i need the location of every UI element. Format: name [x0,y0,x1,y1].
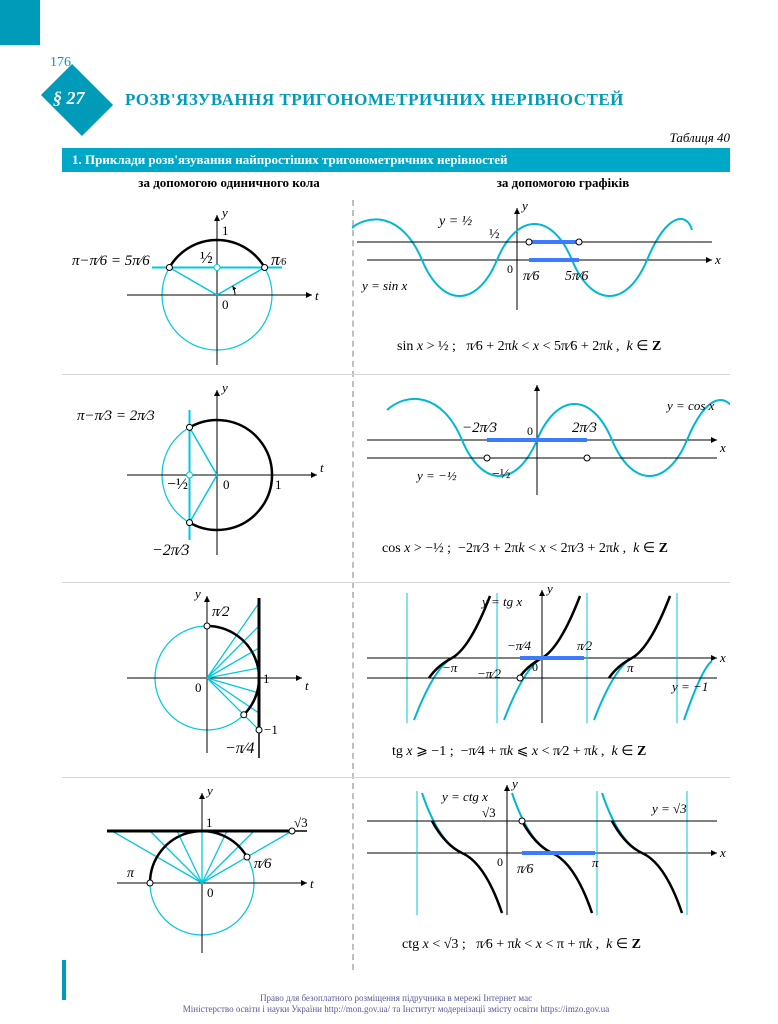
table-label: Таблиця 40 [670,130,730,146]
lbl-n2pi3: −2π⁄3 [462,420,497,436]
lbl-ysin: y = sin x [360,278,407,293]
lbl-0f: 0 [527,424,533,438]
lbl-negpi4b: −π⁄4 [507,638,531,653]
lbl-negpi2: −π⁄2 [477,666,501,681]
graph-tan: −π −π⁄2 −π⁄4 π⁄2 π y = tg x y = −1 0 x y… [352,583,730,778]
lbl-0d: 0 [207,885,214,900]
lbl-0c: 0 [195,680,202,695]
subhead-row: за допомогою одиничного кола за допомого… [62,172,730,194]
subhead-right: за допомогою графіків [396,172,730,194]
lbl-sqrt3b: √3 [482,805,496,820]
lbl-yd: y [205,783,213,798]
lbl-neghalfb: −½ [492,467,510,482]
lbl-tc: t [305,678,309,693]
footer: Право для безоплатного розміщення підруч… [62,993,730,1016]
graph-tan-svg: −π −π⁄2 −π⁄4 π⁄2 π y = tg x y = −1 0 x y [352,583,730,738]
lbl-0: 0 [222,297,229,312]
lbl-pi6: π⁄6 [271,250,286,269]
lbl-tb: t [320,460,324,475]
lbl-halfb: ½ [489,227,500,242]
lbl-2pi3b: −2π⁄3 [152,542,189,559]
graph-sin: ½ π⁄6 5π⁄6 0 x y y = ½ y = sin x sin x >… [352,200,730,375]
footer-line2: Міністерство освіти і науки України http… [183,1004,609,1014]
lbl-xg: x [719,650,726,665]
lbl-pi6d: π⁄6 [254,856,272,872]
lbl-yctg: y = ctg x [440,789,488,804]
lbl-sqrt3: √3 [294,815,308,830]
section-band: 1. Приклади розв'язування найпростіших т… [62,148,730,172]
lbl-yg: y [545,583,553,596]
lbl-yhalf: y = ½ [437,214,473,229]
lbl-5pi6b: 5π⁄6 [565,269,588,284]
subhead-left: за допомогою одиничного кола [62,172,396,194]
unitcircle-ctg: 1 √3 π π⁄6 0 t y [62,778,352,970]
lbl-y: y [220,205,228,220]
lbl-xh: x [719,845,726,860]
lbl-1ctg: 1 [206,815,213,830]
footer-line1: Право для безоплатного розміщення підруч… [260,993,532,1003]
lbl-t: t [315,288,319,303]
lbl-0h: 0 [497,855,503,869]
unitcircle-sin: 1 ½ π⁄6 π−π⁄6 = 5π⁄6 0 t y [62,200,352,375]
lbl-pie: π [592,855,599,870]
lbl-yb: y [220,380,228,395]
lbl-pi6b: π⁄6 [523,269,539,284]
col-graphs: ½ π⁄6 5π⁄6 0 x y y = ½ y = sin x sin x >… [352,200,730,970]
lbl-ysqrt3: y = √3 [650,801,687,816]
lbl-negpi4: −π⁄4 [225,740,254,757]
side-tab [0,0,40,45]
graph-sin-svg: ½ π⁄6 5π⁄6 0 x y y = ½ y = sin x [352,200,730,330]
content-grid: 1 ½ π⁄6 π−π⁄6 = 5π⁄6 0 t y [62,200,730,970]
lbl-yc: y [193,586,201,601]
lbl-td: t [310,876,314,891]
lbl-1: 1 [222,223,229,238]
lbl-pi: π [127,866,135,881]
lbl-1x: 1 [275,477,282,492]
formula-sin: sin x > ½ ; π⁄6 + 2πk < x < 5π⁄6 + 2πk ,… [397,338,661,355]
formula-cos: cos x > −½ ; −2π⁄3 + 2πk < x < 2π⁄3 + 2π… [382,540,668,557]
lbl-yh: y [510,778,518,791]
unitcircle-tan: π⁄2 1 −1 −π⁄4 0 t y [62,583,352,778]
lbl-yneghalf: y = −½ [415,468,457,483]
lbl-1t: 1 [263,671,270,686]
lbl-pi6e: π⁄6 [517,862,533,877]
formula-ctg: ctg x < √3 ; π⁄6 + πk < x < π + πk , k ∈… [402,936,641,953]
lbl-2pi3a: π−π⁄3 = 2π⁄3 [77,408,155,424]
lbl-neghalf: −½ [167,476,188,493]
formula-tan: tg x ⩾ −1 ; −π⁄4 + πk ⩽ x < π⁄2 + πk , k… [392,743,646,760]
lbl-pi2: π⁄2 [212,604,230,620]
lbl-ye: y [520,200,528,213]
lbl-yneg1: y = −1 [670,679,708,694]
lbl-0e: 0 [507,262,513,276]
graph-ctg: √3 π⁄6 π y = ctg x y = √3 0 x y ctg x < … [352,778,730,970]
lbl-ycos: y = cos x [665,398,715,413]
lbl-pib: π [627,660,634,675]
lbl-0g: 0 [532,660,538,674]
graph-cos-svg: −2π⁄3 2π⁄3 −½ y = −½ y = cos x 0 x [352,375,730,530]
lbl-xe: x [714,252,721,267]
page-title: РОЗВ'ЯЗУВАННЯ ТРИГОНОМЕТРИЧНИХ НЕРІВНОСТ… [125,90,624,110]
lbl-xf: x [719,440,726,455]
lbl-p2pi3: 2π⁄3 [572,420,597,436]
lbl-negpi: −π [442,660,458,675]
unitcircle-cos: −½ 1 π−π⁄3 = 2π⁄3 −2π⁄3 0 t y [62,375,352,583]
graph-ctg-svg: √3 π⁄6 π y = ctg x y = √3 0 x y [352,778,730,928]
section-badge-text: § 27 [53,88,85,109]
lbl-ytg: y = tg x [480,594,522,609]
graph-cos: −2π⁄3 2π⁄3 −½ y = −½ y = cos x 0 x cos x… [352,375,730,583]
lbl-0b: 0 [223,477,230,492]
unitcircle-ctg-svg: 1 √3 π π⁄6 0 t y [62,778,352,970]
lbl-neg1: −1 [264,722,278,737]
lbl-half: ½ [200,248,213,267]
col-unit-circle: 1 ½ π⁄6 π−π⁄6 = 5π⁄6 0 t y [62,200,352,970]
unitcircle-tan-svg: π⁄2 1 −1 −π⁄4 0 t y [62,583,352,778]
unitcircle-cos-svg: −½ 1 π−π⁄3 = 2π⁄3 −2π⁄3 0 t y [62,375,352,583]
lbl-pi2b: π⁄2 [577,638,593,653]
lbl-5pi6: π−π⁄6 = 5π⁄6 [72,253,150,269]
unitcircle-sin-svg: 1 ½ π⁄6 π−π⁄6 = 5π⁄6 0 t y [62,200,352,375]
